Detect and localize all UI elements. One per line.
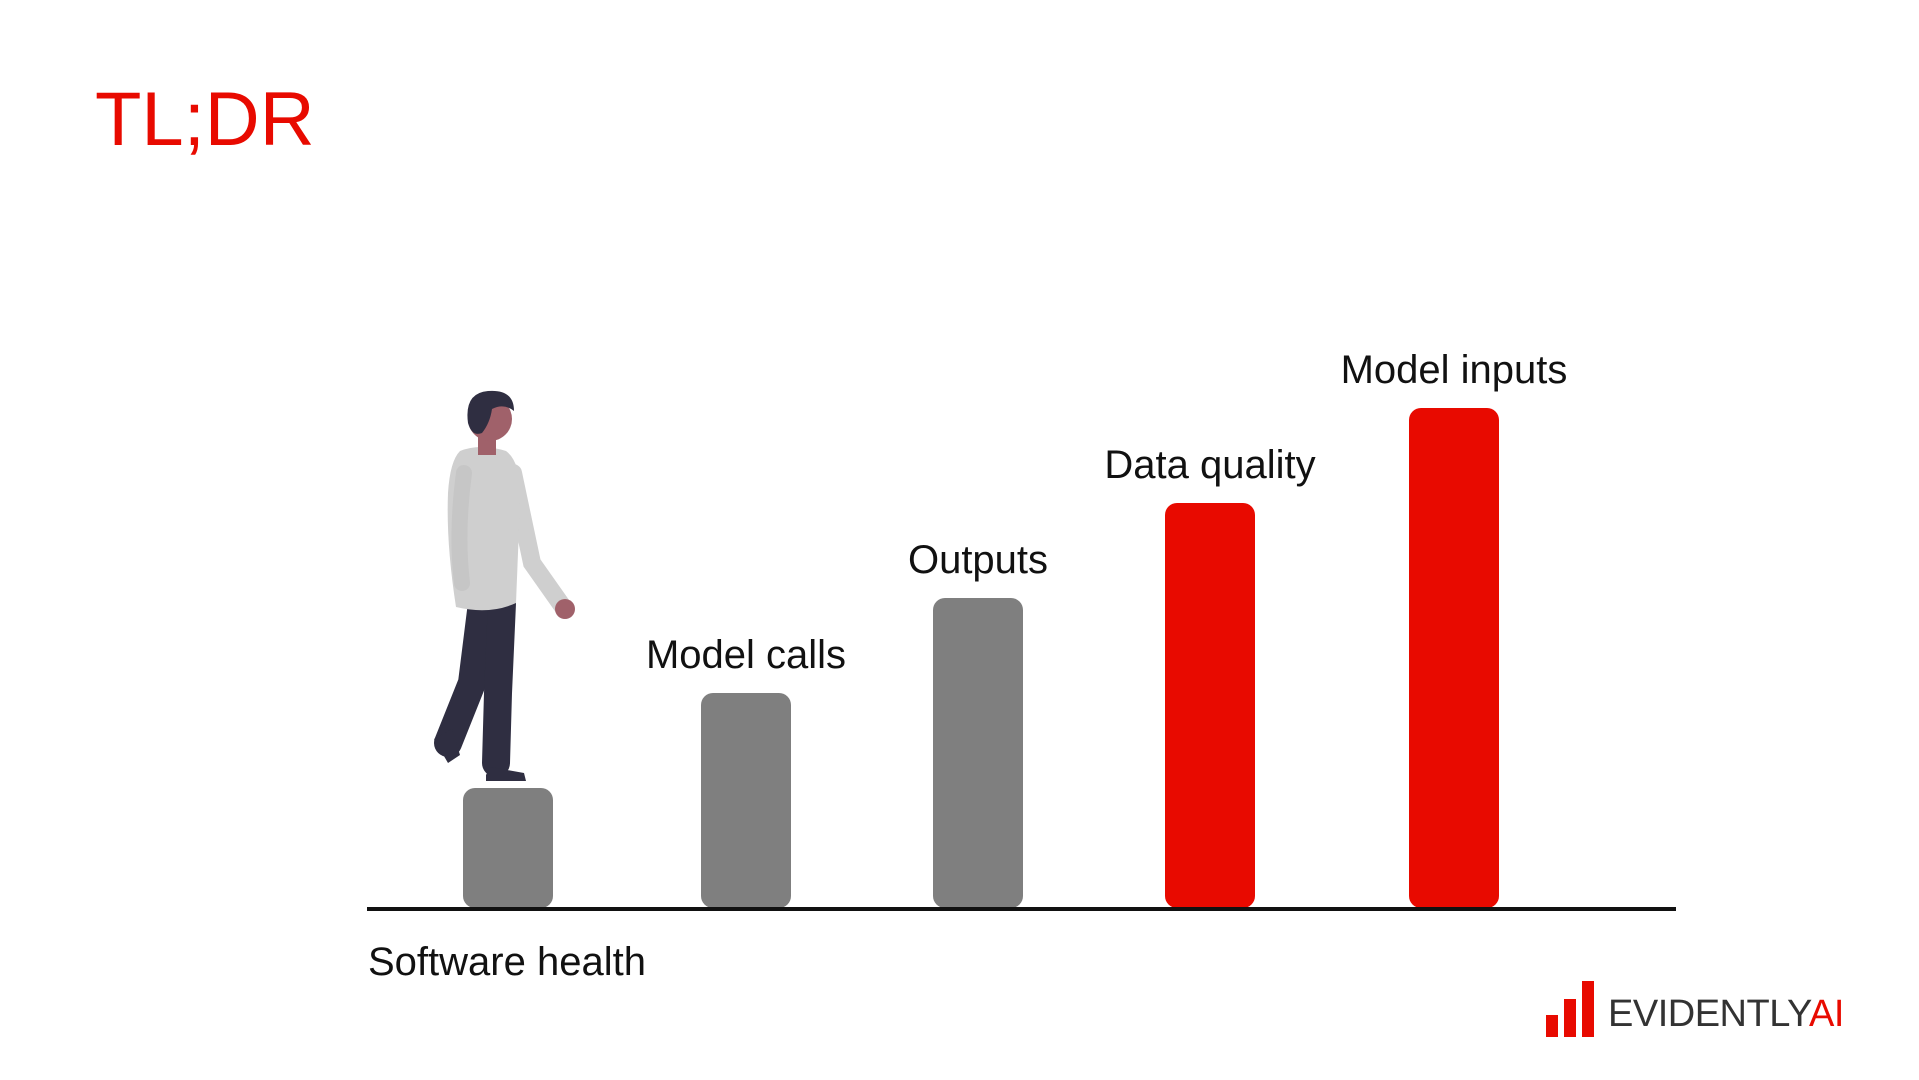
baseline — [367, 907, 1676, 911]
step-bar — [1409, 408, 1499, 908]
step-label: Model inputs — [1340, 348, 1568, 392]
axis-caption: Software health — [368, 940, 646, 984]
brand-suffix: AI — [1809, 993, 1844, 1035]
slide-title: TL;DR — [95, 77, 315, 162]
step-bar — [701, 693, 791, 908]
step-label: Outputs — [907, 538, 1049, 582]
step-bar — [1165, 503, 1255, 908]
brand-name: EVIDENTLY — [1608, 993, 1810, 1035]
step-bar — [933, 598, 1023, 908]
step-label: Data quality — [1104, 443, 1316, 487]
bar-chart-logo-icon — [1546, 981, 1594, 1037]
brand-wordmark: EVIDENTLYAI — [1608, 995, 1844, 1037]
person-walking-icon — [434, 390, 575, 781]
step-bar — [463, 788, 553, 908]
step-label: Model calls — [645, 633, 847, 677]
brand-logo: EVIDENTLYAI — [1546, 981, 1844, 1037]
